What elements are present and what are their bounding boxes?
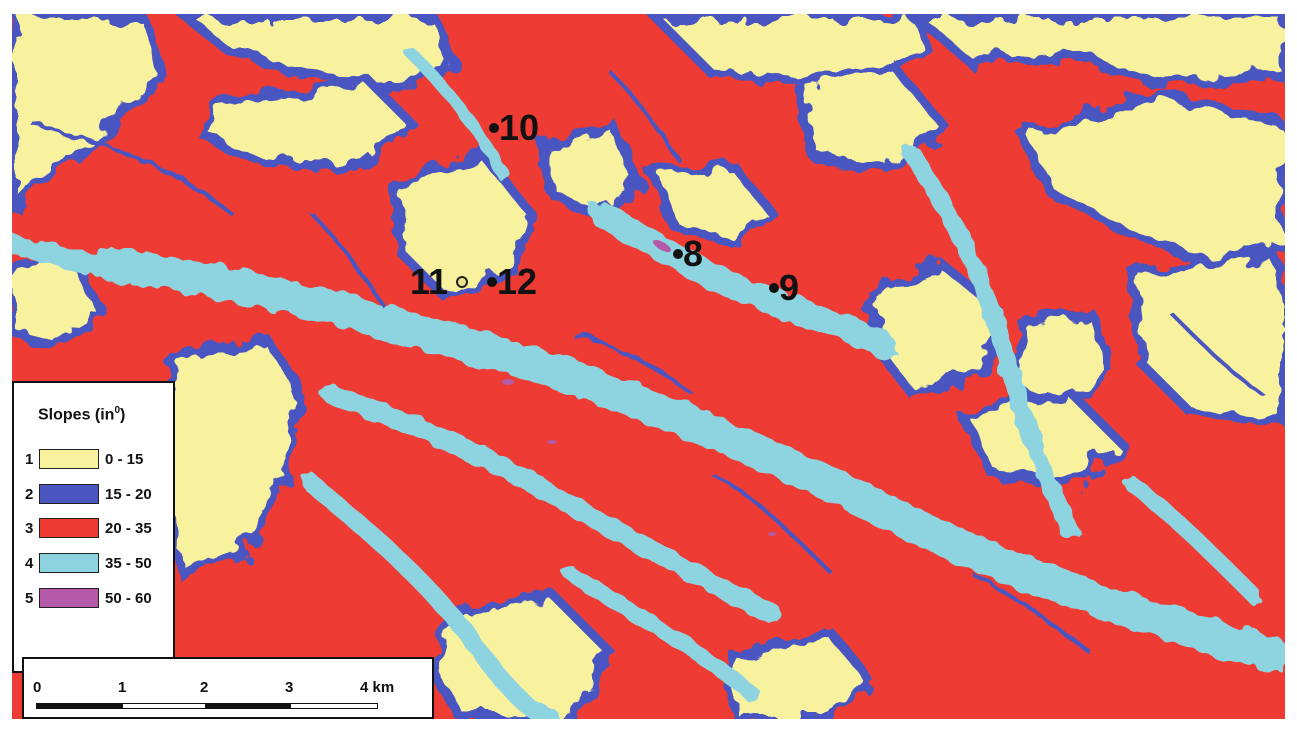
scale-tick-label: 0 — [33, 679, 42, 696]
legend-range: 15 - 20 — [105, 485, 152, 503]
site-11[interactable]: 11 — [410, 261, 469, 302]
site-10[interactable]: 10 — [489, 110, 539, 146]
legend-class-number: 2 — [25, 485, 34, 503]
legend-row: 4 35 - 50 — [25, 551, 152, 575]
legend-row: 3 20 - 35 — [25, 516, 152, 540]
scale-bar: 0 1 2 3 4 km — [22, 657, 434, 719]
site-marker-icon — [673, 249, 683, 259]
scale-tick-label: 4 km — [360, 679, 395, 696]
legend-class-number: 1 — [25, 450, 34, 468]
scale-tick-label: 1 — [118, 679, 127, 696]
site-label: 10 — [499, 107, 540, 148]
site-9[interactable]: 9 — [769, 270, 799, 306]
legend-class-number: 5 — [25, 589, 34, 607]
legend-swatch — [39, 553, 99, 573]
legend-row: 2 15 - 20 — [25, 482, 152, 506]
legend-swatch — [39, 518, 99, 538]
site-label: 12 — [497, 261, 538, 302]
legend-row: 1 0 - 15 — [25, 447, 143, 471]
site-marker-icon — [487, 277, 497, 287]
slope-map[interactable] — [12, 14, 1285, 719]
scale-tick-label: 2 — [200, 679, 209, 696]
site-label: 8 — [683, 233, 704, 274]
legend-range: 50 - 60 — [105, 589, 152, 607]
site-marker-icon — [456, 276, 469, 288]
legend-range: 0 - 15 — [105, 450, 144, 468]
legend-range: 20 - 35 — [105, 519, 152, 537]
slope-class-4-areas — [12, 48, 1285, 719]
slope-map-canvas — [12, 14, 1285, 719]
scale-segment — [122, 703, 206, 709]
legend-class-number: 4 — [25, 554, 34, 572]
site-marker-icon — [489, 123, 499, 133]
legend-swatch — [39, 588, 99, 608]
legend-swatch — [39, 449, 99, 469]
slope-class-5-areas — [502, 239, 776, 536]
site-marker-icon — [769, 283, 779, 293]
scale-segment — [206, 703, 290, 709]
legend-title-degree: 0 — [114, 405, 121, 416]
scale-segment — [36, 703, 122, 709]
legend-class-number: 3 — [25, 519, 34, 537]
legend-row: 5 50 - 60 — [25, 586, 152, 610]
slope-class-2-speckle — [31, 72, 1264, 656]
scale-tick-label: 3 — [285, 679, 294, 696]
legend-swatch — [39, 484, 99, 504]
legend-title-close: ) — [120, 406, 126, 424]
scale-segment — [290, 703, 378, 709]
legend-range: 35 - 50 — [105, 554, 152, 572]
site-8[interactable]: 8 — [673, 236, 703, 272]
site-label: 9 — [779, 267, 800, 308]
legend-title-text: Slopes (in — [38, 406, 115, 424]
site-label: 11 — [410, 261, 449, 302]
site-12[interactable]: 12 — [487, 264, 537, 300]
slope-legend: Slopes (in0) 1 0 - 15 2 15 - 20 3 20 - 3… — [12, 381, 175, 673]
legend-title: Slopes (in0) — [38, 405, 125, 424]
